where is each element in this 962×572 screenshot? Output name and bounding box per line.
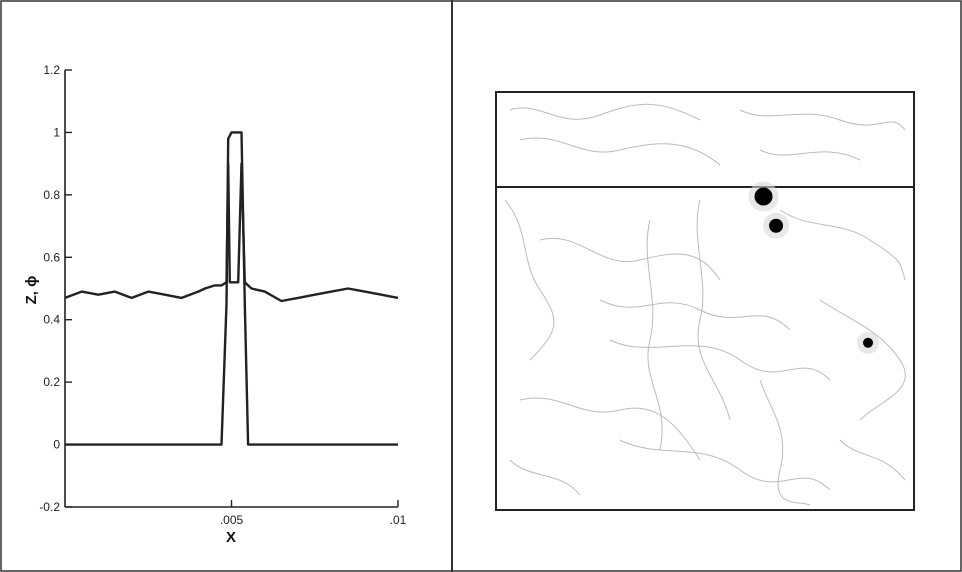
contour-frame: [495, 91, 915, 511]
contour-line: [509, 103, 701, 121]
contour-line: [696, 199, 731, 421]
contour-line: [519, 137, 721, 166]
y-tick-label: 0: [53, 438, 60, 452]
contour-line: [504, 199, 555, 361]
y-tick-label: 0.6: [43, 250, 60, 264]
y-tick-label: 0.4: [43, 313, 60, 327]
contour-line: [839, 439, 906, 481]
contour-lines: [504, 103, 906, 506]
contour-line: [539, 237, 721, 281]
line-chart: 1.2 1 0.8 0.6 0.4 0.2 0 -0.2 .005 .01 X Z, ϕ: [23, 63, 407, 546]
contour-line: [759, 149, 861, 161]
contour-line: [819, 299, 906, 421]
contour-line: [509, 459, 581, 496]
contour-line: [646, 219, 663, 451]
y-axis-title: Z, ϕ: [23, 276, 40, 305]
y-ticks: 1.2 1 0.8 0.6 0.4 0.2 0 -0.2: [39, 63, 72, 514]
contour-line: [609, 339, 831, 381]
contour-line: [619, 439, 831, 491]
y-tick-label: 0.8: [43, 188, 60, 202]
particle: [754, 187, 773, 206]
y-tick-label: -0.2: [39, 500, 60, 514]
y-tick-label: 1.2: [43, 63, 60, 77]
x-tick-label: .01: [390, 513, 407, 527]
contour-line: [599, 299, 791, 331]
contour-panel: [495, 91, 915, 511]
series-line-1: [64, 162, 399, 303]
particle: [863, 337, 874, 348]
series-line-2: [65, 131, 398, 446]
x-tick-label: .005: [220, 513, 244, 527]
particle: [769, 218, 784, 233]
particle-layer: [748, 181, 880, 354]
x-ticks: .005 .01: [220, 500, 407, 527]
series-layer: [64, 131, 399, 446]
x-axis-title: X: [226, 529, 236, 546]
contour-line: [759, 379, 811, 506]
y-tick-label: 1: [53, 125, 60, 139]
y-tick-label: 0.2: [43, 375, 60, 389]
contour-line: [739, 109, 906, 131]
contour-line: [519, 397, 701, 461]
contour-line: [779, 209, 906, 281]
